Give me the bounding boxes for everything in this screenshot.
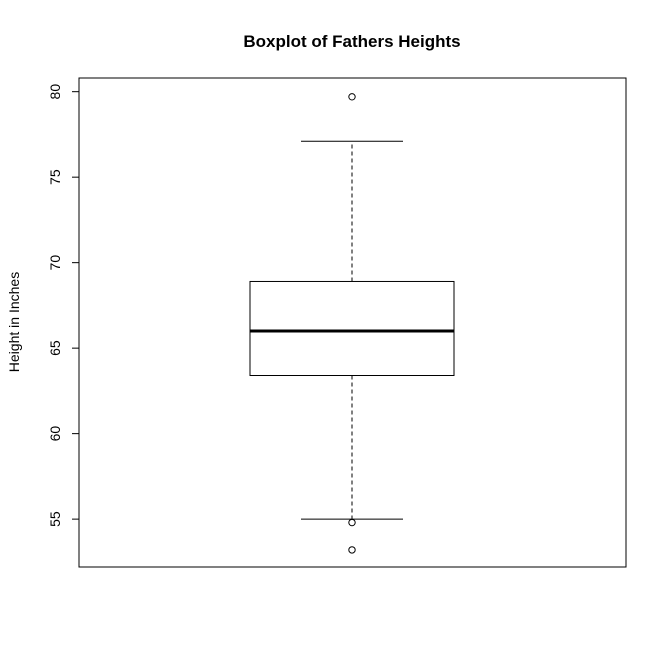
y-axis-ticks: 55 60 65 70 75 80: [47, 84, 79, 527]
y-tick-label-75: 75: [47, 169, 63, 185]
chart-title: Boxplot of Fathers Heights: [243, 32, 460, 51]
y-tick-label-70: 70: [47, 255, 63, 271]
plot-frame: [78, 77, 627, 568]
outlier-point-0: [348, 93, 356, 101]
y-tick-label-80: 80: [47, 84, 63, 100]
y-tick-label-65: 65: [47, 340, 63, 356]
box-group: [249, 93, 455, 554]
y-tick-label-55: 55: [47, 511, 63, 527]
y-tick-label-60: 60: [47, 426, 63, 442]
y-axis-label: Height in Inches: [6, 272, 22, 372]
outlier-point-2: [348, 546, 356, 554]
iqr-box: [249, 280, 455, 377]
outlier-point-1: [348, 518, 356, 527]
